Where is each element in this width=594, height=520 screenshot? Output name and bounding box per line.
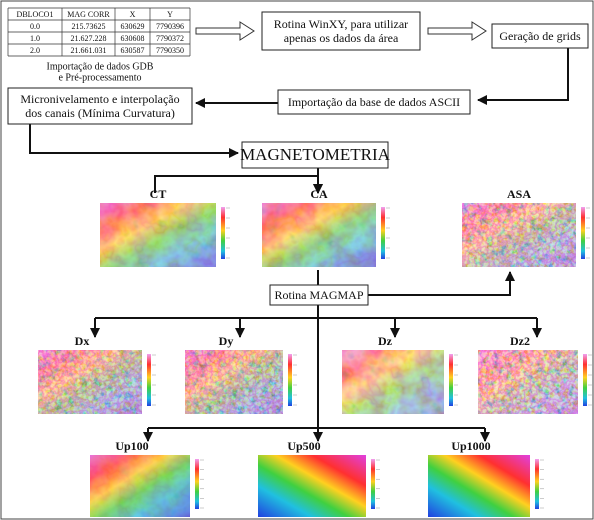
- table-cell: 2.0: [30, 46, 40, 55]
- map-panel: Dz2: [478, 334, 592, 414]
- caption: Importação de dados GDB: [47, 61, 154, 72]
- map-label: Up500: [287, 439, 320, 453]
- box-label: Geração de grids: [499, 29, 581, 43]
- table-cell: 630587: [121, 46, 145, 55]
- table-cell: 0.0: [30, 22, 40, 31]
- table-cell: 21.627.228: [71, 34, 107, 43]
- map-label: CA: [310, 187, 328, 201]
- map-panel: Up1000: [428, 439, 544, 517]
- color-bar: [221, 207, 225, 259]
- map-label: Up1000: [451, 439, 490, 453]
- table-cell: 215.73625: [72, 22, 106, 31]
- map-texture: [38, 350, 142, 414]
- color-bar: [371, 459, 375, 509]
- map-texture: [462, 203, 576, 267]
- map-panel: CA: [262, 187, 390, 267]
- box-label: Rotina WinXY, para utilizar: [274, 17, 408, 31]
- table-header: X: [130, 10, 136, 19]
- caption: e Pré-processamento: [58, 72, 141, 83]
- map-label: CT: [150, 187, 167, 201]
- data-table: DBLOCO1 MAG CORR X Y 0.0 215.73625 630629 77903…: [8, 8, 190, 83]
- map-panel: ASA: [462, 187, 590, 267]
- map-texture: [262, 203, 376, 267]
- color-bar: [583, 354, 587, 406]
- map-label: Dy: [219, 334, 234, 348]
- map-image: [428, 455, 530, 517]
- box-label: Micronivelamento e interpolação: [20, 92, 179, 106]
- table-cell: 630629: [121, 22, 145, 31]
- table-cell: 7790372: [156, 34, 184, 43]
- box-label: MAGNETOMETRIA: [240, 145, 391, 164]
- map-label: Dz: [378, 334, 393, 348]
- map-texture: [90, 455, 190, 517]
- table-header: Y: [167, 10, 173, 19]
- color-bar: [535, 459, 539, 509]
- process-box: Geração de grids: [492, 24, 588, 48]
- map-texture: [478, 350, 578, 414]
- color-bar: [581, 207, 585, 259]
- color-bar: [381, 207, 385, 259]
- map-label: Dx: [75, 334, 90, 348]
- process-box: MAGNETOMETRIA: [240, 142, 391, 168]
- color-bar: [288, 354, 292, 406]
- table-header: MAG CORR: [67, 10, 110, 19]
- map-label: ASA: [507, 187, 531, 201]
- diagram: DBLOCO1 MAG CORR X Y 0.0 215.73625 630629 77903…: [0, 0, 594, 520]
- map-panel: Dz: [342, 334, 458, 414]
- map-panel: Up100: [90, 439, 204, 517]
- color-bar: [195, 459, 199, 509]
- map-texture: [342, 350, 444, 414]
- table-cell: 630608: [121, 34, 145, 43]
- table-cell: 7790350: [156, 46, 184, 55]
- map-panel: Dy: [185, 334, 297, 414]
- map-texture: [185, 350, 283, 414]
- table-header: DBLOCO1: [17, 10, 54, 19]
- map-label: Dz2: [510, 334, 530, 348]
- table-cell: 21.661.031: [71, 46, 107, 55]
- map-panel: CT: [100, 187, 230, 267]
- box-label: Importação da base de dados ASCII: [288, 95, 460, 109]
- map-texture: [100, 203, 216, 267]
- table-cell: 1.0: [30, 34, 40, 43]
- box-label: dos canais (Mínima Curvatura): [25, 106, 175, 120]
- process-box: Importação da base de dados ASCII: [278, 90, 470, 114]
- box-label: apenas os dados da área: [284, 31, 399, 45]
- map-image: [258, 455, 366, 517]
- color-bar: [147, 354, 151, 406]
- map-panel: Up500: [258, 439, 380, 517]
- map-panel: Dx: [38, 334, 156, 414]
- process-box: Rotina MAGMAP: [270, 285, 368, 305]
- table-cell: 7790396: [156, 22, 184, 31]
- box-label: Rotina MAGMAP: [274, 288, 363, 302]
- color-bar: [449, 354, 453, 406]
- map-label: Up100: [115, 439, 148, 453]
